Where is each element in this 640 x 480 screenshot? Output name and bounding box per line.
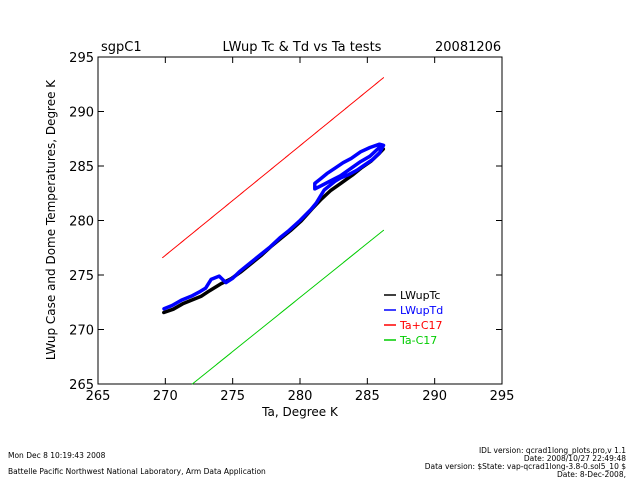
y-tick-label: 290 <box>69 106 94 121</box>
x-axis-label: Ta, Degree K <box>261 405 339 419</box>
series-ta-c17 <box>191 229 384 385</box>
y-tick-label: 285 <box>69 160 94 175</box>
x-tick-label: 275 <box>220 389 245 404</box>
chart-date: 20081206 <box>435 40 501 55</box>
site-label: sgpC1 <box>101 40 142 55</box>
x-tick-label: 270 <box>153 389 178 404</box>
chart-title: LWup Tc & Td vs Ta tests <box>223 40 382 55</box>
y-tick-label: 265 <box>69 378 94 393</box>
y-tick-label: 280 <box>69 215 94 230</box>
legend: LWupTc LWupTd Ta+C17 Ta-C17 <box>384 289 443 347</box>
legend-label: LWupTc <box>400 289 440 302</box>
y-tick-label: 275 <box>69 269 94 284</box>
x-tick-label: 295 <box>490 389 515 404</box>
legend-label: LWupTd <box>400 304 443 317</box>
y-axis-label: LWup Case and Dome Temperatures, Degree … <box>44 79 58 360</box>
axis-ticks: 265 270 275 280 285 290 295 265 270 275 280 285 290 2… <box>69 51 514 404</box>
series-ta-c17 <box>162 77 384 259</box>
series-layer <box>162 77 386 385</box>
x-tick-label: 290 <box>422 389 447 404</box>
footer-data-date: Date: 8-Dec-2008, <box>557 470 626 479</box>
footer-idl-date: Date: 2008/10/27 22:49:48 <box>524 454 626 463</box>
x-tick-label: 265 <box>86 389 111 404</box>
footer-lab: Battelle Pacific Northwest National Labo… <box>8 467 266 476</box>
series-lwuptd <box>162 142 386 311</box>
y-tick-label: 295 <box>69 51 94 66</box>
x-tick-label: 280 <box>288 389 313 404</box>
footer-idl-version: IDL version: qcrad1long_plots.pro,v 1.1 <box>479 446 626 455</box>
legend-label: Ta-C17 <box>399 334 437 347</box>
legend-label: Ta+C17 <box>399 319 443 332</box>
y-tick-label: 270 <box>69 324 94 339</box>
x-tick-label: 285 <box>355 389 380 404</box>
footer-timestamp: Mon Dec 8 10:19:43 2008 <box>8 451 106 460</box>
footer-data-version: Data version: $State: vap-qcrad1long-3.8… <box>425 462 627 471</box>
